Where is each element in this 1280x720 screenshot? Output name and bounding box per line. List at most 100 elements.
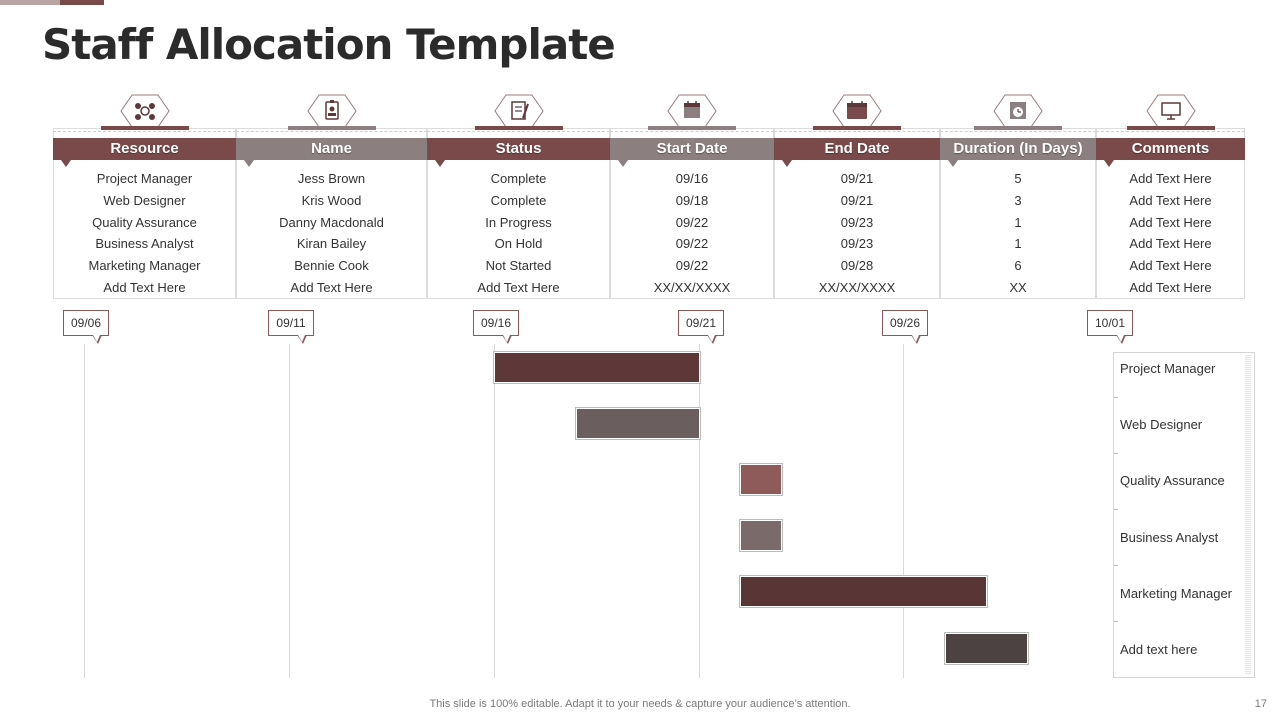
date-marker: 09/26 <box>882 310 928 344</box>
table-cell: XX/XX/XXXX <box>818 279 896 295</box>
table-cell: Danny Macdonald <box>279 214 384 230</box>
date-marker: 09/11 <box>268 310 314 344</box>
table-cell: Kris Wood <box>301 192 362 208</box>
table-cell: XX <box>1009 279 1027 295</box>
gantt-bar-business-analyst <box>740 520 782 551</box>
gantt-bar-add-text <box>945 633 1028 664</box>
calendar-end-icon <box>832 94 882 128</box>
monitor-icon <box>1145 94 1196 128</box>
timeline-gridline <box>903 344 904 678</box>
team-icon <box>119 94 170 128</box>
header-end-date: End Date <box>774 138 940 160</box>
divider <box>610 131 774 132</box>
column-comments: Comments Add Text Here Add Text Here Add… <box>1096 92 1245 299</box>
cells-end-date: 09/21 09/21 09/23 09/23 09/28 XX/XX/XXXX <box>774 168 940 299</box>
table-cell: Web Designer <box>103 192 186 208</box>
table-cell: 09/28 <box>840 258 874 274</box>
clipboard-icon <box>493 94 544 128</box>
timeline-gridline <box>494 344 495 678</box>
table-cell: On Hold <box>494 236 543 252</box>
gantt-bar-project-manager <box>494 352 700 383</box>
column-resource: Resource Project Manager Web Designer Qu… <box>53 92 236 299</box>
header-status: Status <box>427 138 610 160</box>
header-pointer <box>782 160 792 167</box>
legend-separator <box>1114 565 1118 566</box>
header-accent <box>474 126 563 130</box>
legend-separator <box>1114 453 1118 454</box>
divider <box>774 131 940 132</box>
header-accent <box>648 126 736 130</box>
table-cell: Add Text Here <box>1129 258 1212 274</box>
table-cell: Add Text Here <box>1129 279 1212 295</box>
header-accent <box>1126 126 1215 130</box>
legend-item: Project Manager <box>1120 361 1216 376</box>
page-title: Staff Allocation Template <box>42 20 616 69</box>
table-cell: Jess Brown <box>297 171 366 186</box>
header-pointer <box>61 160 71 167</box>
table-cell: Complete <box>490 171 547 186</box>
timeline-gridline <box>289 344 290 678</box>
legend-separator <box>1114 509 1118 510</box>
header-accent <box>100 126 189 130</box>
header-duration: Duration (In Days) <box>940 138 1096 160</box>
table-cell: 09/22 <box>675 214 709 230</box>
legend-item: Business Analyst <box>1120 530 1219 545</box>
table-cell: 09/22 <box>675 236 709 252</box>
header-comments: Comments <box>1096 138 1245 160</box>
legend-item: Marketing Manager <box>1120 586 1232 601</box>
table-cell: Add Text Here <box>103 279 186 295</box>
header-pointer <box>1104 160 1114 167</box>
cells-start-date: 09/16 09/18 09/22 09/22 09/22 XX/XX/XXXX <box>610 168 774 299</box>
table-cell: Add Text Here <box>1129 192 1212 208</box>
gantt-bar-web-designer <box>576 408 700 439</box>
table-cell: Not Started <box>485 258 552 274</box>
top-accent-bar <box>0 0 104 5</box>
header-start-date: Start Date <box>610 138 774 160</box>
table-cell: Add Text Here <box>1129 214 1212 230</box>
header-accent <box>974 126 1062 130</box>
table-cell: Add Text Here <box>477 279 560 295</box>
table-cell: Quality Assurance <box>92 214 197 230</box>
column-status: Status Complete Complete In Progress On … <box>427 92 610 299</box>
header-pointer <box>435 160 445 167</box>
header-pointer <box>948 160 958 167</box>
table-cell: Add Text Here <box>1129 171 1212 186</box>
table-cell: 1 <box>1014 214 1022 230</box>
divider <box>236 131 427 132</box>
header-pointer <box>618 160 628 167</box>
gantt-bar-quality-assurance <box>740 464 782 495</box>
divider <box>1096 131 1245 132</box>
table-cell: 6 <box>1014 258 1022 274</box>
footer-note: This slide is 100% editable. Adapt it to… <box>429 698 851 710</box>
legend-separator <box>1114 397 1118 398</box>
table-cell: Bennie Cook <box>294 258 369 274</box>
cells-status: Complete Complete In Progress On Hold No… <box>427 168 610 299</box>
column-start-date: Start Date 09/16 09/18 09/22 09/22 09/22… <box>610 92 774 299</box>
header-resource: Resource <box>53 138 236 160</box>
table-cell: XX/XX/XXXX <box>653 279 731 295</box>
table-cell: Add Text Here <box>1129 236 1212 252</box>
column-duration: Duration (In Days) 5 3 1 1 6 XX <box>940 92 1096 299</box>
divider <box>427 131 610 132</box>
table-cell: Add Text Here <box>290 279 373 295</box>
date-marker: 09/16 <box>473 310 519 344</box>
header-pointer <box>244 160 254 167</box>
gantt-timeline: 09/06 09/11 09/16 09/21 09/26 10/01 Proj… <box>0 300 1280 680</box>
table-cell: Complete <box>490 192 547 208</box>
legend-item: Web Designer <box>1120 417 1203 432</box>
table-cell: 3 <box>1014 192 1022 208</box>
allocation-table: Resource Project Manager Web Designer Qu… <box>53 92 1245 299</box>
column-name: Name Jess Brown Kris Wood Danny Macdonal… <box>236 92 427 299</box>
cells-name: Jess Brown Kris Wood Danny Macdonald Kir… <box>236 168 427 299</box>
date-marker: 09/06 <box>63 310 109 344</box>
gantt-legend: Project Manager Web Designer Quality Ass… <box>1113 352 1255 678</box>
table-cell: 09/16 <box>675 171 709 186</box>
header-accent <box>287 126 376 130</box>
column-end-date: End Date 09/21 09/21 09/23 09/23 09/28 X… <box>774 92 940 299</box>
header-name: Name <box>236 138 427 160</box>
table-cell: Kiran Bailey <box>296 236 367 252</box>
legend-separator <box>1114 621 1118 622</box>
table-cell: 1 <box>1014 236 1022 252</box>
page-number: 17 <box>1254 698 1267 710</box>
divider <box>940 131 1096 132</box>
